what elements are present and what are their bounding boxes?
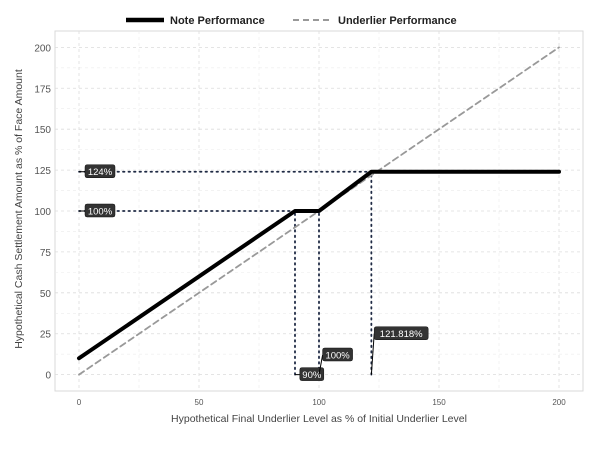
legend-note-label: Note Performance [170,15,265,27]
x-tick-label: 150 [432,398,446,407]
annotation-label: 100% [79,203,116,218]
y-tick-label: 175 [34,84,51,95]
series-group [77,46,561,376]
annotation-text: 100% [325,351,350,362]
y-tick-label: 100 [34,207,51,218]
annotations: 124%100%90%100%121.818% [79,164,429,381]
annotation-text: 90% [302,370,322,381]
annotation-text: 121.818% [380,329,423,340]
legend: Note Performance Underlier Performance [126,15,457,27]
legend-underlier-label: Underlier Performance [338,15,457,27]
annotation-box [322,347,353,362]
y-axis-title: Hypothetical Cash Settlement Amount as %… [13,69,25,349]
annotation-leader [318,354,324,375]
annotation-label: 121.818% [370,326,429,375]
y-tick-label: 0 [45,371,51,382]
annotation-text: 124% [88,167,113,178]
reference-lines [78,170,373,376]
annotation-label: 100% [318,347,353,375]
annotation-label: 90% [295,367,325,381]
annotation-box [84,164,116,178]
x-tick-label: 50 [195,398,204,407]
y-tick-label: 125 [34,166,51,177]
y-tick-label: 50 [40,289,52,300]
x-tick-label: 0 [77,398,82,407]
annotation-box [84,203,116,218]
annotation-label: 124% [79,164,116,178]
annotation-box [373,326,429,340]
x-tick-label: 200 [552,398,566,407]
y-tick-label: 25 [40,330,52,341]
y-axis-ticks: 0 25 50 75 100 125 150 175 200 [34,43,51,381]
annotation-box [299,367,325,381]
annotation-text: 100% [88,207,113,218]
y-tick-label: 200 [34,43,51,54]
x-tick-label: 100 [312,398,326,407]
x-axis-ticks: 0 50 100 150 200 [77,398,566,407]
x-axis-title: Hypothetical Final Underlier Level as % … [171,413,467,425]
annotation-leader [370,333,375,375]
note-performance-line [77,169,561,361]
y-tick-label: 75 [40,248,52,259]
y-tick-label: 150 [34,125,51,136]
